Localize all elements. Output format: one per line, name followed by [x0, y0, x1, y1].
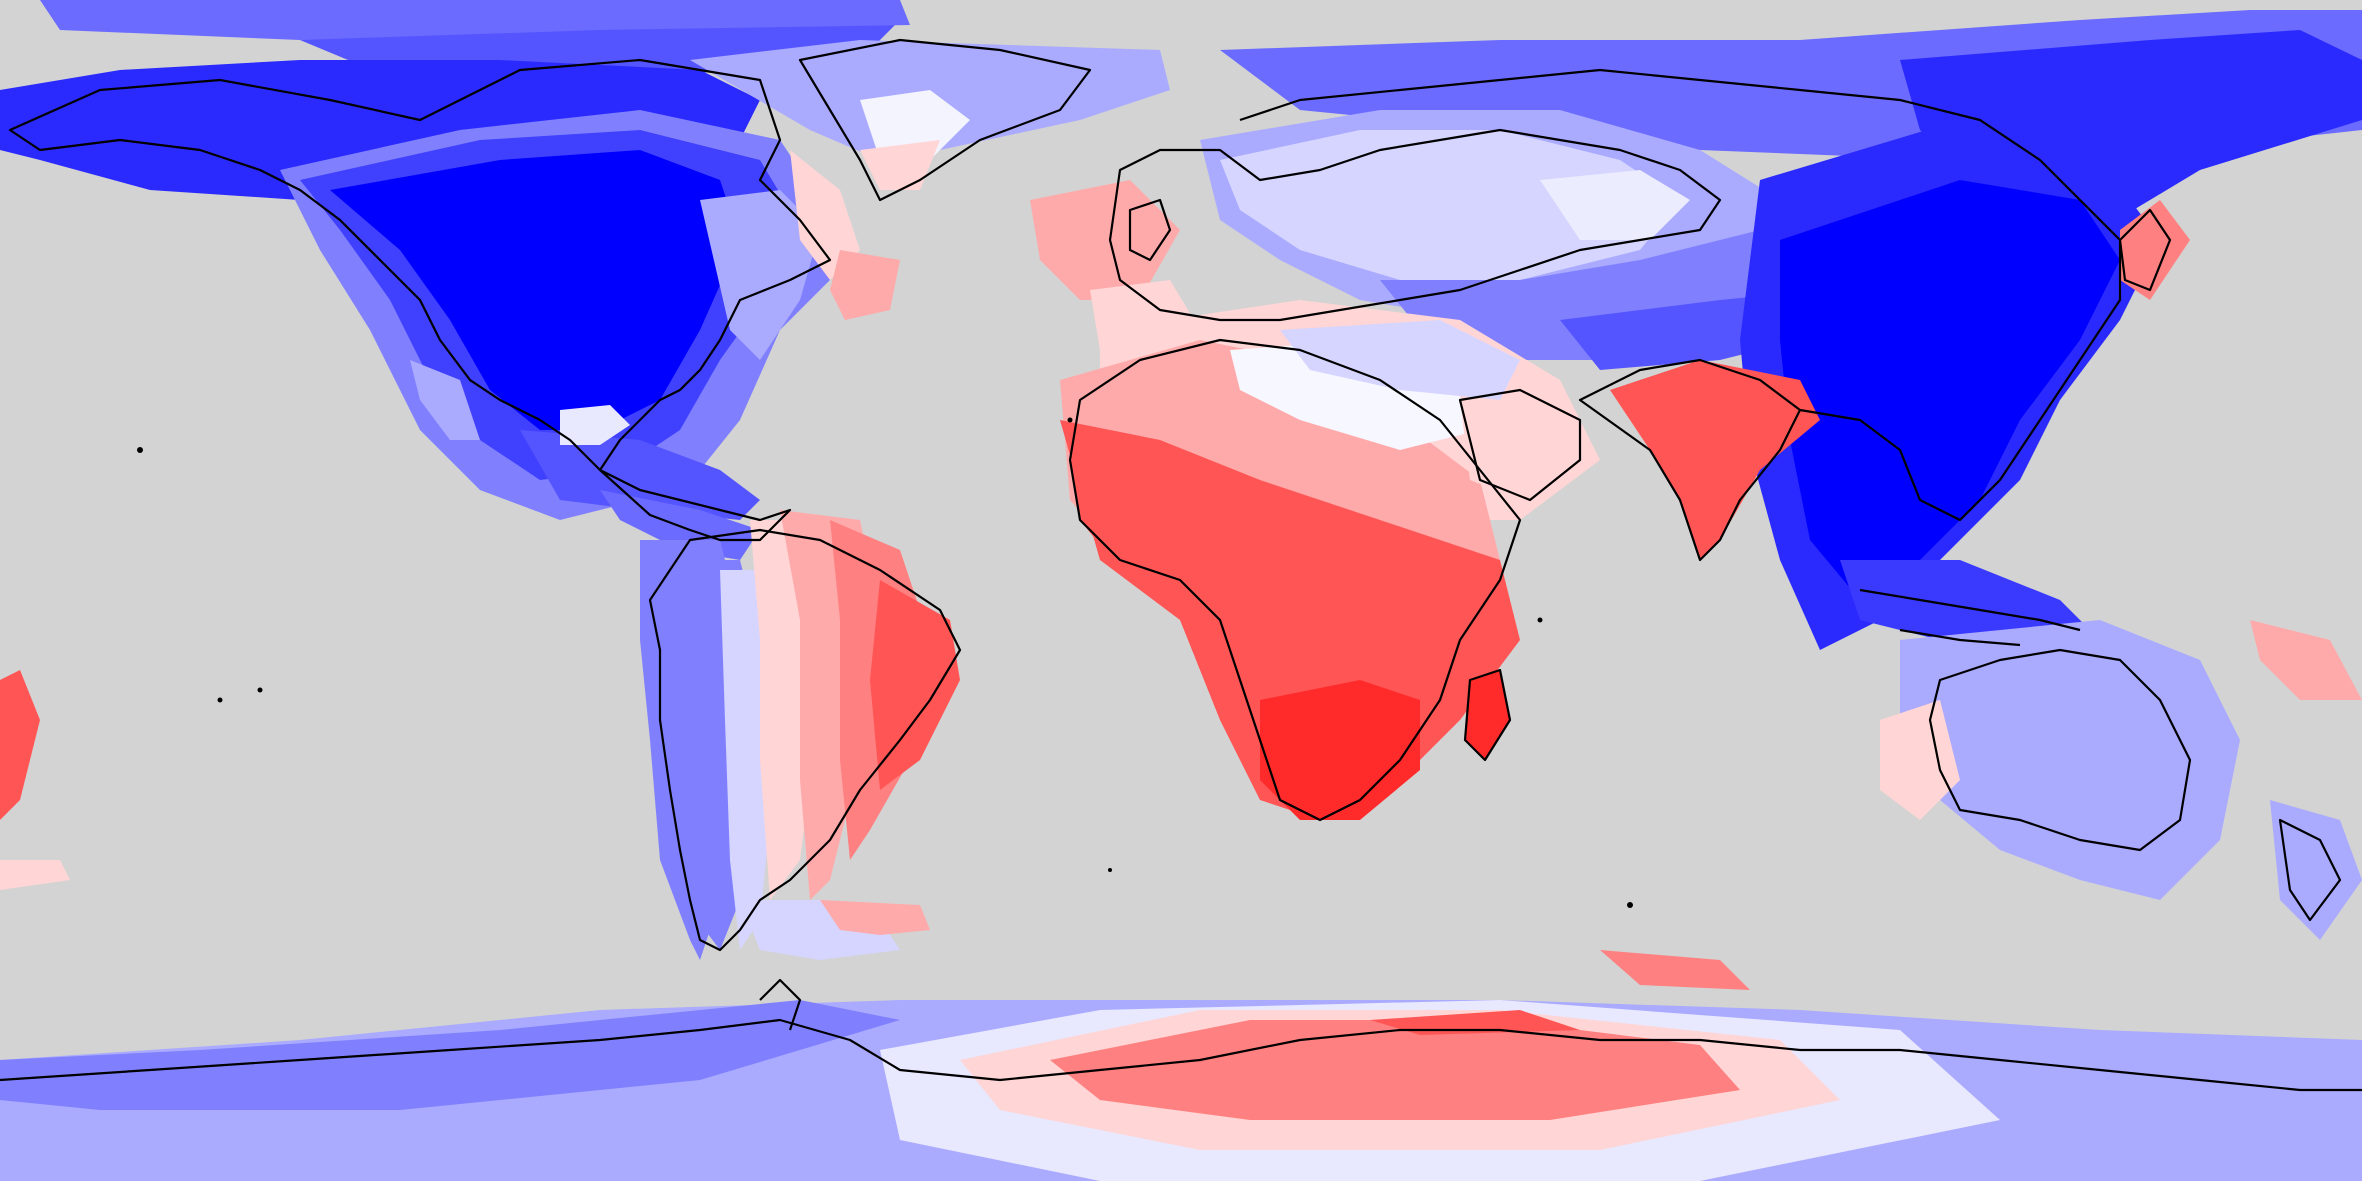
- nz-light: [2270, 800, 2362, 940]
- greenland-field: [690, 40, 1170, 190]
- island-hawaii: [137, 447, 143, 453]
- coastline-indonesia: [1859, 588, 2081, 647]
- greenland-tip: [860, 140, 940, 190]
- coastline-japan: [2118, 208, 2172, 292]
- europe: [1220, 130, 1680, 280]
- australia-west-pink: [1880, 700, 1960, 820]
- nz-pink: [2250, 620, 2362, 700]
- florida-hole: [560, 405, 630, 445]
- canada-usa: [330, 150, 740, 430]
- gulf-mexico-band: [520, 430, 760, 520]
- oceania-field: [0, 560, 2362, 940]
- brazil-east: [870, 580, 960, 790]
- coastline-arabia: [1458, 388, 1582, 502]
- coastline-antarctica: [0, 1018, 2362, 1092]
- pacific-west-pink: [0, 860, 70, 890]
- coastline-north-america: [8, 58, 832, 472]
- south-america-field: [640, 510, 960, 960]
- antarctica-west: [0, 1000, 900, 1110]
- coastline-europe: [1108, 128, 1722, 322]
- coastline-antarctic-peninsula: [759, 978, 802, 1031]
- island-kerguelen: [1627, 902, 1633, 908]
- newfoundland-pink: [830, 250, 900, 320]
- coastline-greenland: [798, 38, 1092, 202]
- alaska-yukon: [0, 60, 760, 200]
- coastlines: [0, 38, 2362, 1092]
- arctic-top-band: [40, 0, 910, 40]
- japan-pink: [2120, 200, 2190, 300]
- island-mauritius: [1537, 617, 1543, 623]
- coastline-madagascar: [1463, 668, 1512, 762]
- island-south-atlantic: [1108, 868, 1112, 872]
- east-coast-light: [700, 190, 820, 360]
- coastline-asia: [1239, 68, 2122, 562]
- coastline-uk: [1128, 198, 1172, 262]
- antarctica-east-core: [1200, 1030, 1650, 1090]
- antarctica-edge-red: [1370, 1010, 1580, 1035]
- labrador-pink: [790, 150, 860, 280]
- coastline-central-america: [598, 468, 792, 542]
- island-pacific-2: [217, 697, 223, 703]
- antarctica-field: [0, 950, 2362, 1181]
- pacific-west-red: [0, 670, 40, 820]
- coastline-new-zealand: [2278, 818, 2342, 922]
- island-specks: [137, 417, 1633, 908]
- sahara-lavender: [1280, 320, 1520, 400]
- coastline-australia: [1928, 648, 2192, 852]
- baja-light: [410, 360, 480, 440]
- arabia-light: [1460, 400, 1580, 500]
- north-america-field: [0, 0, 910, 560]
- australia: [1930, 640, 2190, 840]
- coastline-africa: [1068, 338, 1522, 822]
- europe-core: [1540, 170, 1690, 240]
- coastline-south-america: [648, 528, 962, 952]
- china-southeast-asia: [1780, 180, 2120, 600]
- north-atlantic-pink: [1030, 180, 1180, 300]
- eurasia-field: [1200, 10, 2362, 650]
- india: [1610, 360, 1820, 560]
- south-africa-madagascar: [1260, 680, 1420, 820]
- patagonia-pink: [820, 900, 930, 935]
- southern-ocean-pink: [1600, 950, 1750, 990]
- island-pacific-1: [257, 687, 263, 693]
- island-azores: [1067, 417, 1073, 423]
